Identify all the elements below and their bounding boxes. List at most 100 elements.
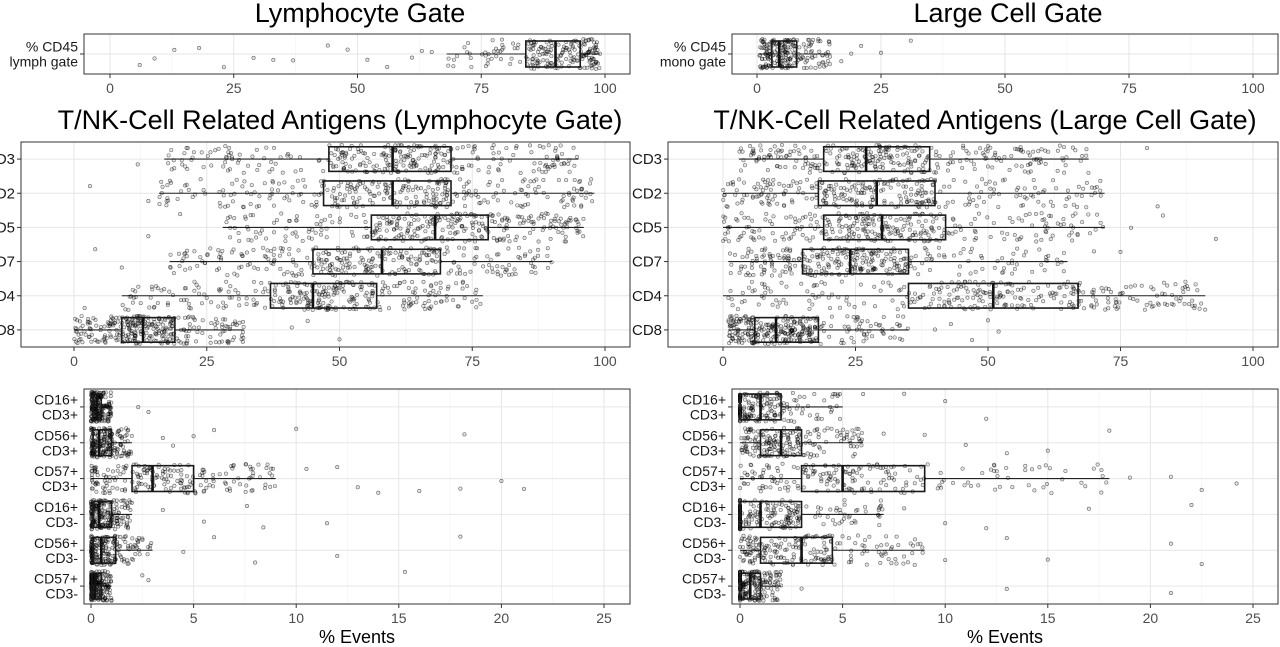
data-point bbox=[768, 203, 771, 206]
data-point bbox=[343, 194, 346, 197]
data-point bbox=[155, 474, 158, 477]
data-point bbox=[1157, 303, 1160, 306]
outlier-point bbox=[295, 427, 298, 430]
data-point bbox=[788, 153, 791, 156]
data-point bbox=[863, 229, 866, 232]
data-point bbox=[1099, 221, 1102, 224]
data-point bbox=[855, 216, 858, 219]
data-point bbox=[974, 270, 977, 273]
data-point bbox=[563, 240, 566, 243]
x-tick-label: 25 bbox=[873, 80, 889, 96]
data-point bbox=[95, 324, 98, 327]
data-point bbox=[294, 170, 297, 173]
outlier-point bbox=[153, 57, 156, 60]
data-point bbox=[191, 315, 194, 318]
data-point bbox=[197, 326, 200, 329]
data-point bbox=[873, 305, 876, 308]
data-point bbox=[857, 191, 860, 194]
data-point bbox=[362, 235, 365, 238]
data-point bbox=[231, 200, 234, 203]
data-point bbox=[573, 164, 576, 167]
data-point bbox=[341, 266, 344, 269]
data-point bbox=[1077, 185, 1080, 188]
data-point bbox=[1183, 302, 1186, 305]
data-point bbox=[301, 239, 304, 242]
data-point bbox=[889, 336, 892, 339]
data-point bbox=[937, 246, 940, 249]
data-point bbox=[942, 185, 945, 188]
data-point bbox=[387, 307, 390, 310]
data-point bbox=[788, 263, 791, 266]
data-point bbox=[270, 192, 273, 195]
data-point bbox=[475, 298, 478, 301]
data-point bbox=[986, 216, 989, 219]
data-point bbox=[96, 474, 99, 477]
data-point bbox=[765, 212, 768, 215]
data-point bbox=[180, 468, 183, 471]
data-point bbox=[830, 315, 833, 318]
data-point bbox=[73, 317, 76, 320]
data-point bbox=[177, 252, 180, 255]
data-point bbox=[809, 50, 812, 53]
data-point bbox=[163, 483, 166, 486]
data-point bbox=[1128, 296, 1131, 299]
data-point bbox=[866, 235, 869, 238]
data-point bbox=[905, 200, 908, 203]
data-point bbox=[74, 330, 77, 333]
data-point bbox=[430, 259, 433, 262]
data-point bbox=[224, 482, 227, 485]
data-point bbox=[901, 338, 904, 341]
data-point bbox=[398, 281, 401, 284]
data-point bbox=[870, 257, 873, 260]
data-point bbox=[490, 57, 493, 60]
data-point bbox=[975, 185, 978, 188]
data-point bbox=[317, 293, 320, 296]
data-point bbox=[736, 307, 739, 310]
data-point bbox=[233, 226, 236, 229]
y-category-label: CD3 bbox=[0, 151, 15, 168]
data-point bbox=[321, 169, 324, 172]
data-point bbox=[901, 302, 904, 305]
data-point bbox=[925, 248, 928, 251]
data-point bbox=[813, 227, 816, 230]
data-point bbox=[381, 281, 384, 284]
data-point bbox=[437, 216, 440, 219]
x-tick-label: 75 bbox=[1113, 353, 1129, 369]
data-point bbox=[1032, 158, 1035, 161]
data-point bbox=[573, 48, 576, 51]
data-point bbox=[769, 290, 772, 293]
data-point bbox=[434, 152, 437, 155]
data-point bbox=[722, 188, 725, 191]
data-point bbox=[739, 267, 742, 270]
data-point bbox=[213, 149, 216, 152]
data-point bbox=[242, 325, 245, 328]
data-point bbox=[1062, 217, 1065, 220]
data-point bbox=[103, 479, 106, 482]
data-point bbox=[898, 324, 901, 327]
data-point bbox=[432, 196, 435, 199]
data-point bbox=[223, 205, 226, 208]
outlier-point bbox=[986, 319, 989, 322]
outlier-point bbox=[161, 436, 164, 439]
data-point bbox=[1013, 233, 1016, 236]
data-point bbox=[271, 167, 274, 170]
data-point bbox=[1060, 301, 1063, 304]
data-point bbox=[729, 289, 732, 292]
data-point bbox=[1056, 169, 1059, 172]
data-point bbox=[948, 185, 951, 188]
data-point bbox=[880, 329, 883, 332]
data-point bbox=[938, 154, 941, 157]
data-point bbox=[944, 205, 947, 208]
data-point bbox=[963, 237, 966, 240]
data-point bbox=[244, 490, 247, 493]
data-point bbox=[793, 62, 796, 65]
data-point bbox=[1070, 231, 1073, 234]
data-point bbox=[533, 43, 536, 46]
data-point bbox=[474, 189, 477, 192]
data-point bbox=[381, 216, 384, 219]
data-point bbox=[295, 215, 298, 218]
data-point bbox=[1003, 155, 1006, 158]
data-point bbox=[165, 200, 168, 203]
data-point bbox=[848, 216, 851, 219]
data-point bbox=[588, 59, 591, 62]
